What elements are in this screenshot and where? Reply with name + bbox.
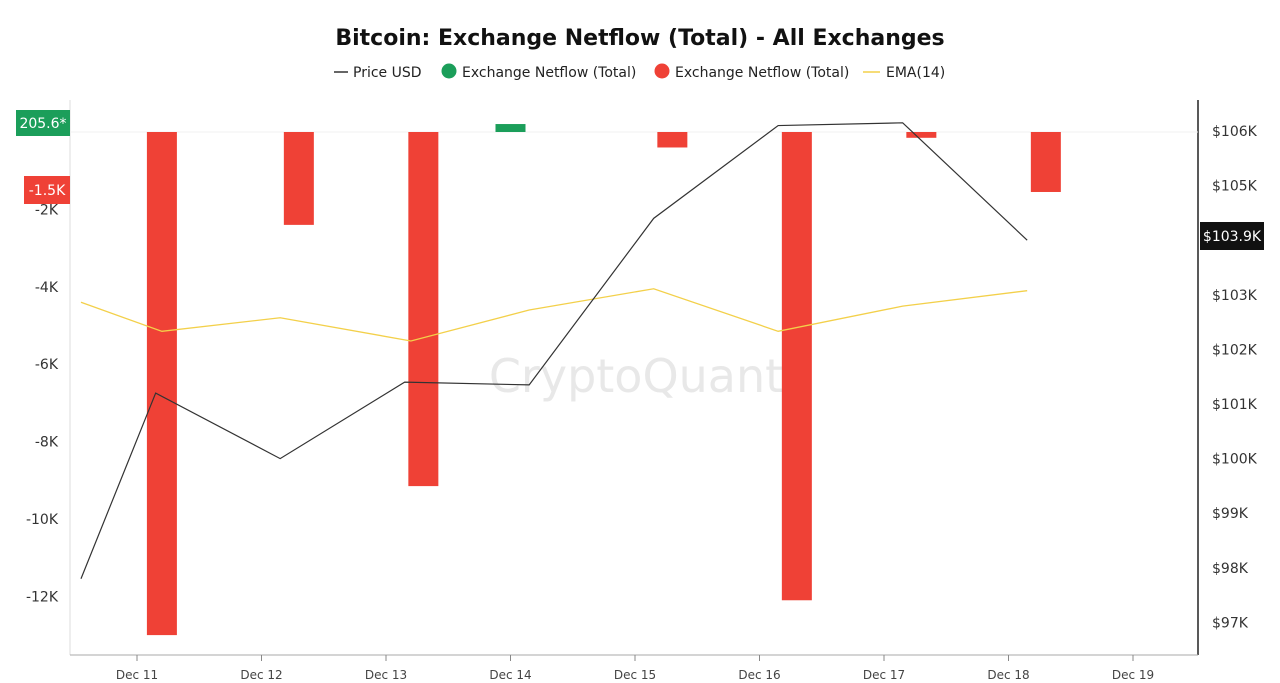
x-tick-label: Dec 14 xyxy=(489,668,531,682)
legend-ema-label: EMA(14) xyxy=(886,65,945,81)
right-tick-label: $100K xyxy=(1212,452,1258,468)
netflow-bar-2 xyxy=(408,132,439,487)
right-tick-label: $101K xyxy=(1212,397,1258,413)
left-tick-label: -8K xyxy=(35,435,59,451)
left-tick-label: -10K xyxy=(26,512,59,528)
left-tick-label: -4K xyxy=(35,280,59,296)
ema-series xyxy=(80,288,1028,342)
legend-netflow-negative-label: Exchange Netflow (Total) xyxy=(675,65,849,81)
legend-netflow-positive-label: Exchange Netflow (Total) xyxy=(462,65,636,81)
x-axis-ticks: Dec 11 Dec 12 Dec 13 Dec 14 Dec 15 Dec 16 Dec … xyxy=(116,655,1154,682)
right-tick-label: $98K xyxy=(1212,561,1249,577)
right-tick-label: $97K xyxy=(1212,615,1249,631)
left-badge-negative-bg xyxy=(24,176,70,204)
netflow-bar-0 xyxy=(146,132,177,636)
right-tick-label: $103K xyxy=(1212,288,1258,304)
right-tick-label: $102K xyxy=(1212,342,1258,358)
left-badge-positive: 205.6* xyxy=(16,110,70,136)
left-tick-label: -6K xyxy=(35,357,59,373)
netflow-bar-6 xyxy=(906,132,937,138)
left-axis-ticks: -2K -4K -6K -8K -10K -12K xyxy=(26,202,59,605)
legend-netflow-positive-marker xyxy=(441,63,457,79)
x-tick-label: Dec 13 xyxy=(365,668,407,682)
left-tick-label: -2K xyxy=(35,202,59,218)
netflow-bar-7 xyxy=(1030,132,1061,192)
right-tick-label: $105K xyxy=(1212,179,1258,195)
legend-netflow-negative-marker xyxy=(654,63,670,79)
price-series xyxy=(80,122,1028,579)
netflow-bar-4 xyxy=(657,132,688,148)
x-tick-label: Dec 16 xyxy=(738,668,780,682)
right-tick-label: $99K xyxy=(1212,506,1249,522)
x-tick-label: Dec 11 xyxy=(116,668,158,682)
ema-line xyxy=(80,288,1028,342)
netflow-bar-5 xyxy=(781,132,812,601)
right-badge-price: $103.9K xyxy=(1200,222,1264,250)
legend: Price USD Exchange Netflow (Total) Excha… xyxy=(334,63,945,81)
chart-title: Bitcoin: Exchange Netflow (Total) - All … xyxy=(335,26,944,51)
left-badge-positive-label: 205.6* xyxy=(19,116,66,132)
x-tick-label: Dec 15 xyxy=(614,668,656,682)
left-badge-positive-bg xyxy=(16,110,70,136)
left-tick-label: -12K xyxy=(26,589,59,605)
x-tick-label: Dec 12 xyxy=(240,668,282,682)
right-badge-price-bg xyxy=(1200,222,1264,250)
netflow-bar-1 xyxy=(283,132,314,225)
right-axis-ticks: $106K $105K $103K $102K $101K $100K $99K $98K $9… xyxy=(1212,124,1258,631)
right-badge-price-label: $103.9K xyxy=(1203,229,1262,245)
left-badge-negative: -1.5K xyxy=(24,176,70,204)
right-tick-label: $106K xyxy=(1212,124,1258,140)
netflow-bars xyxy=(146,124,1061,636)
x-tick-label: Dec 19 xyxy=(1112,668,1154,682)
legend-price-label: Price USD xyxy=(353,65,422,81)
x-tick-label: Dec 18 xyxy=(987,668,1029,682)
left-badge-negative-label: -1.5K xyxy=(29,183,66,199)
watermark: CryptoQuant xyxy=(489,349,783,403)
price-line xyxy=(80,122,1028,579)
netflow-bar-3 xyxy=(495,124,526,132)
x-tick-label: Dec 17 xyxy=(863,668,905,682)
